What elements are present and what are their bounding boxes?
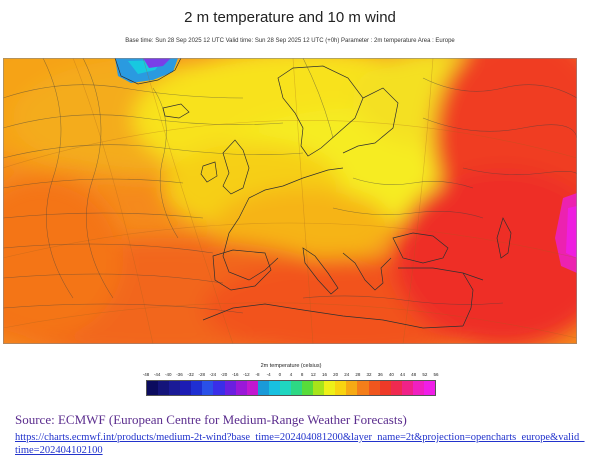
legend-tick-label: -8	[255, 372, 260, 377]
legend-swatch	[390, 381, 402, 395]
legend-swatch	[291, 381, 303, 395]
legend-swatch	[224, 381, 236, 395]
legend-swatch	[147, 381, 159, 395]
chart-subtitle: Base time: Sun 28 Sep 2025 12 UTC Valid …	[125, 38, 455, 44]
legend-swatch	[379, 381, 391, 395]
legend-ticks: -48 -44 -40 -36 -32 -28 -24 -20 -16 -12 -8 -4 0 4 8 12 1…	[143, 372, 439, 380]
legend-swatch	[368, 381, 380, 395]
legend-tick-label: 4	[289, 372, 293, 377]
legend-tick-label: 0	[278, 372, 282, 377]
legend-tick-label: 28	[355, 372, 361, 377]
legend-tick-label: 56	[433, 372, 439, 377]
legend-swatch	[191, 381, 203, 395]
legend-swatch	[423, 381, 436, 395]
legend-swatch	[202, 381, 214, 395]
legend-tick-label: 44	[400, 372, 406, 377]
legend-swatch	[401, 381, 413, 395]
legend-swatch	[279, 381, 292, 395]
legend-swatch	[268, 381, 280, 395]
legend-tick-label: 52	[422, 372, 428, 377]
source-link[interactable]: https://charts.ecmwf.int/products/medium…	[15, 432, 585, 456]
legend-swatch	[412, 381, 424, 395]
legend-swatch	[169, 381, 181, 395]
legend-swatch	[213, 381, 225, 395]
legend-tick-label: 16	[321, 372, 327, 377]
legend-swatch	[246, 381, 258, 395]
legend-tick-label: 32	[366, 372, 372, 377]
legend-tick-label: -32	[187, 372, 194, 377]
legend-tick-label: -36	[176, 372, 183, 377]
legend-swatch	[335, 381, 347, 395]
legend-tick-label: -4	[266, 372, 271, 377]
legend-tick-label: 40	[388, 372, 394, 377]
legend-tick-label: -20	[220, 372, 228, 377]
source-credit: Source: ECMWF (European Centre for Mediu…	[15, 412, 407, 427]
legend-tick-label: 20	[333, 372, 339, 377]
legend-colorbar	[146, 380, 436, 396]
legend-tick-label: -44	[153, 372, 161, 377]
legend-tick-label: -16	[231, 372, 239, 377]
legend-tick-label: -48	[142, 372, 150, 377]
legend-swatch	[346, 381, 358, 395]
legend-swatch	[158, 381, 170, 395]
legend-tick-label: 36	[377, 372, 383, 377]
legend-swatch	[357, 381, 369, 395]
temperature-map[interactable]	[3, 58, 577, 344]
legend-swatch	[302, 381, 314, 395]
legend-tick-label: 12	[310, 372, 316, 377]
legend-title: 2m temperature (celsius)	[260, 363, 322, 369]
legend-swatch	[180, 381, 192, 395]
legend-swatch	[257, 381, 269, 395]
chart-title: 2 m temperature and 10 m wind	[184, 9, 396, 26]
legend-tick-label: 24	[344, 372, 350, 377]
legend-tick-label: 8	[300, 372, 304, 377]
legend-swatch	[313, 381, 325, 395]
legend-tick-label: -12	[243, 372, 250, 377]
legend-tick-label: -24	[209, 372, 217, 377]
legend-tick-label: 48	[411, 372, 417, 377]
legend-swatch	[324, 381, 336, 395]
legend-tick-label: -40	[165, 372, 172, 377]
legend-tick-label: -28	[198, 372, 206, 377]
legend-swatch	[235, 381, 247, 395]
